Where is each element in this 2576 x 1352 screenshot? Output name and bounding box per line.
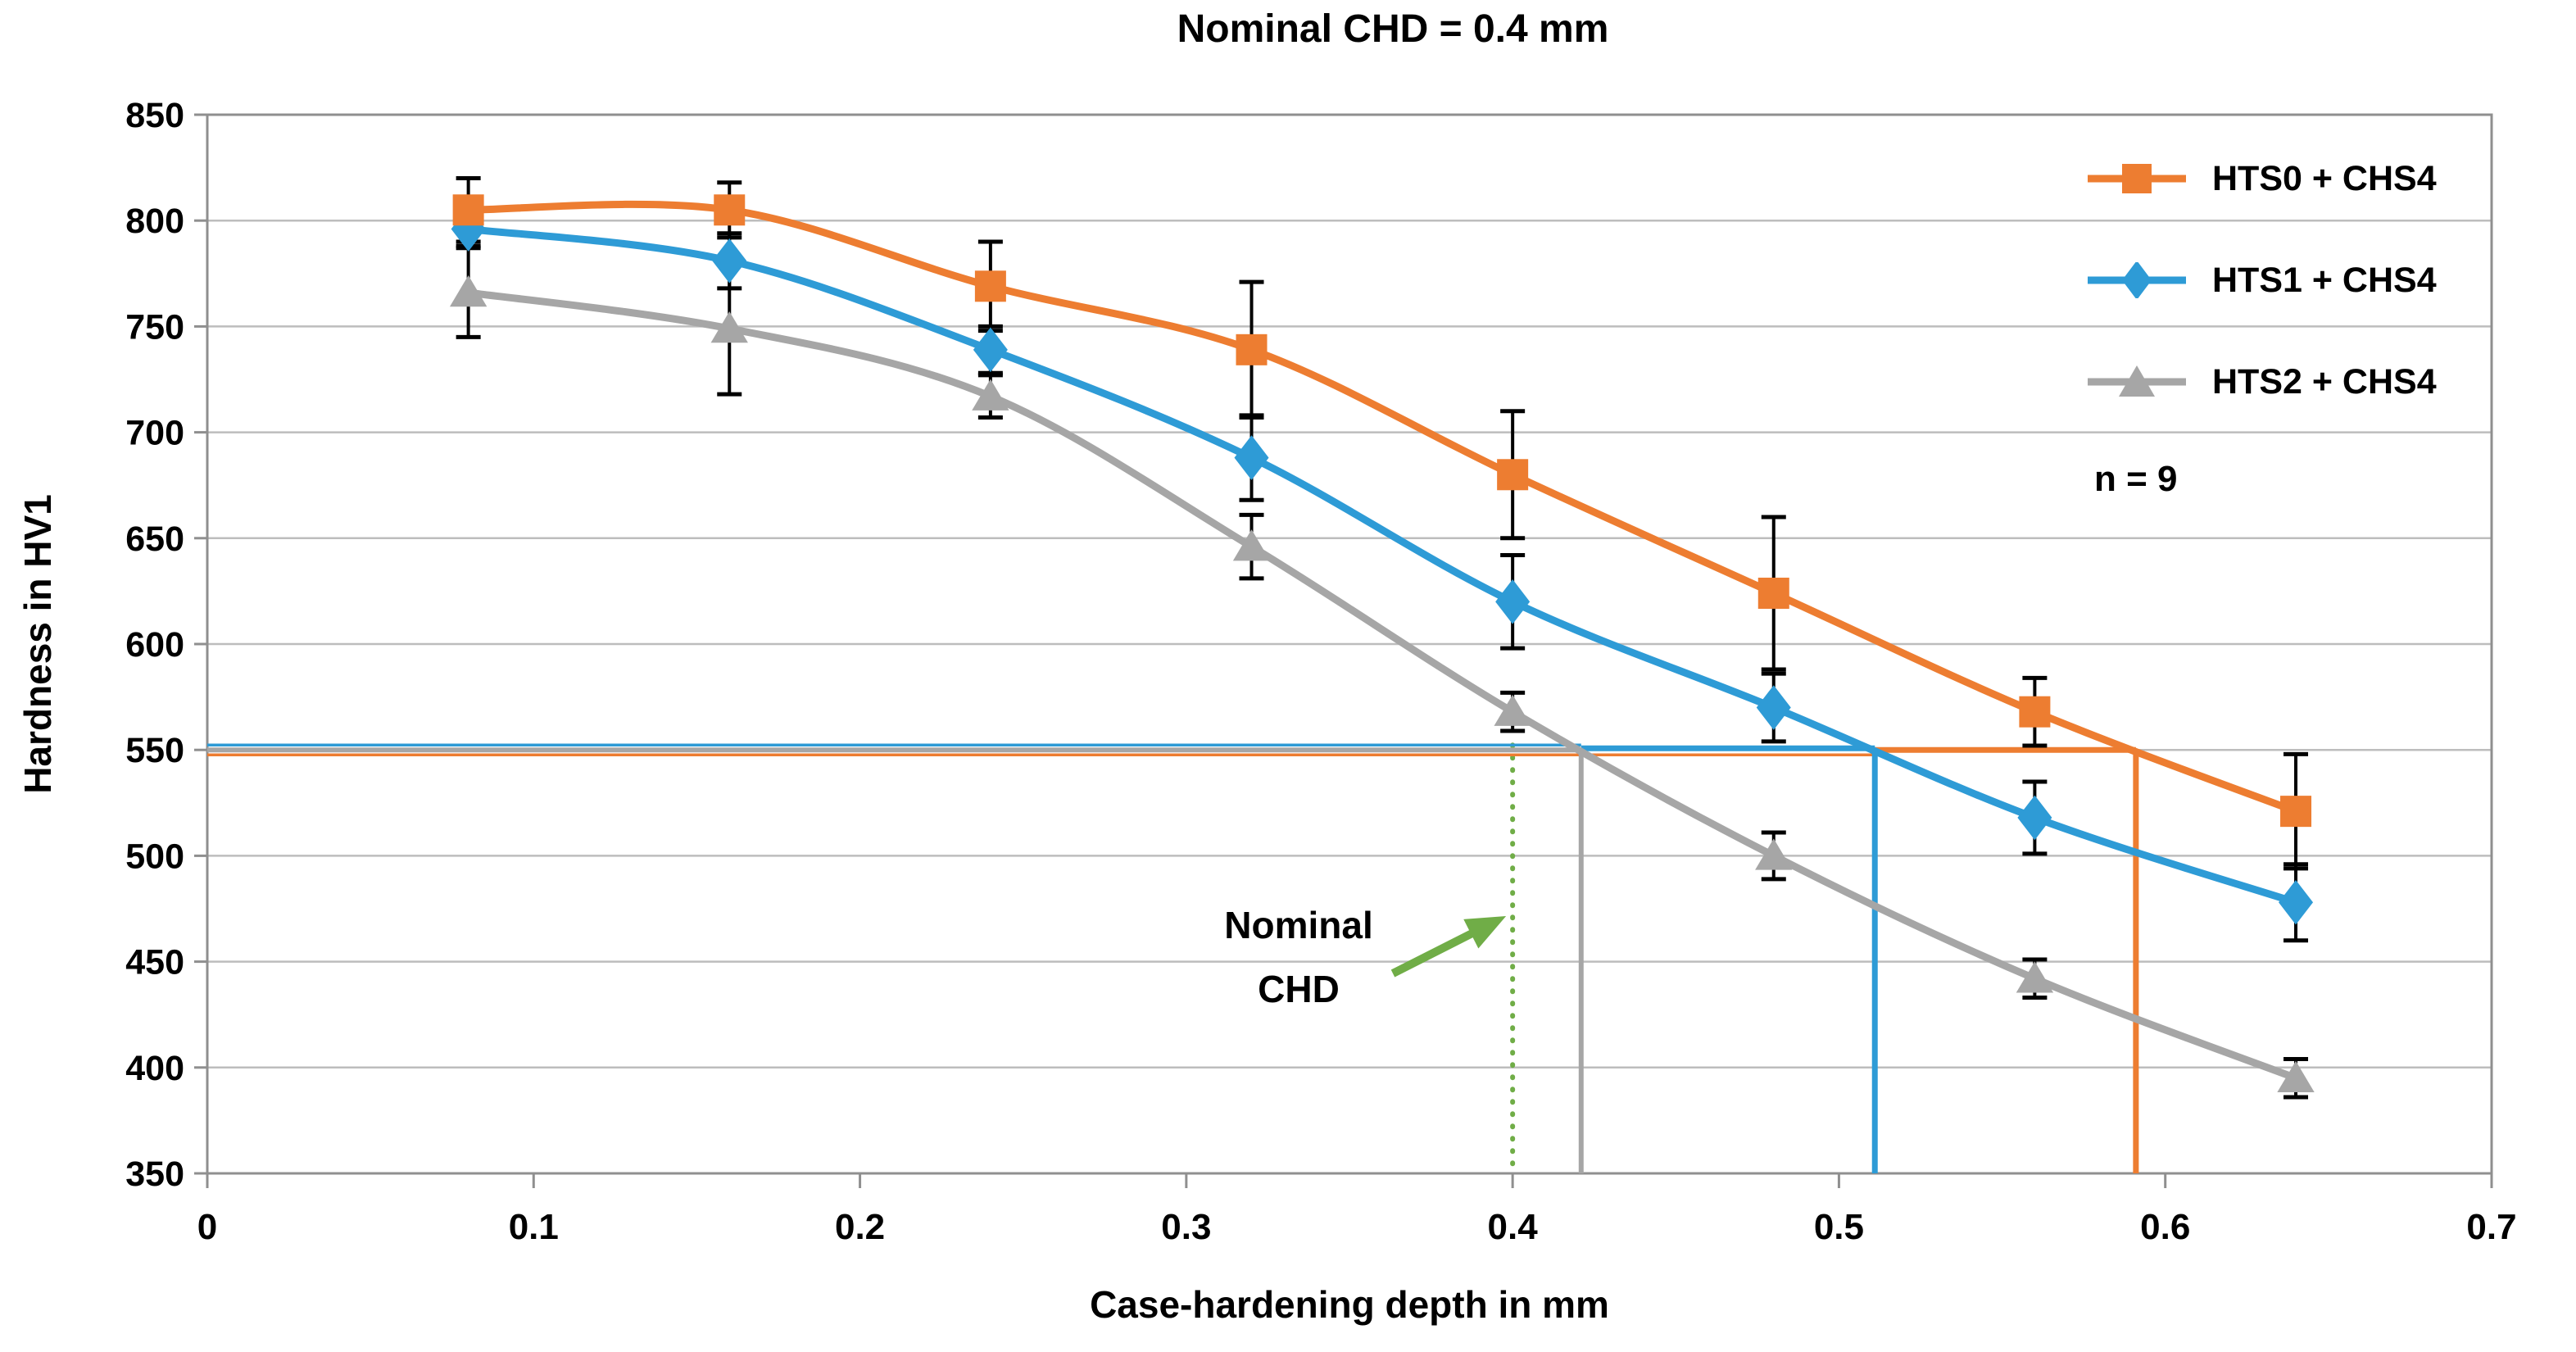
svg-text:0.5: 0.5 xyxy=(1814,1207,1864,1247)
legend-marker-square-icon xyxy=(2088,164,2186,193)
svg-text:750: 750 xyxy=(125,307,184,347)
svg-text:350: 350 xyxy=(125,1155,184,1194)
legend-marker-triangle-icon xyxy=(2088,365,2186,397)
legend-label: HTS0 + CHS4 xyxy=(2212,158,2437,198)
chart-title: Nominal CHD = 0.4 mm xyxy=(1177,7,1609,51)
error-bars xyxy=(456,176,2309,1100)
svg-text:0.2: 0.2 xyxy=(835,1207,885,1247)
svg-text:0: 0 xyxy=(197,1207,217,1247)
series-line-hts2-chs4 xyxy=(465,288,2300,1082)
legend-label: HTS2 + CHS4 xyxy=(2212,361,2437,402)
legend: HTS0 + CHS4 HTS1 + CHS4 HTS2 + CHS4 xyxy=(2088,158,2437,465)
svg-text:400: 400 xyxy=(125,1049,184,1088)
legend-label: HTS1 + CHS4 xyxy=(2212,260,2437,300)
svg-text:0.1: 0.1 xyxy=(509,1207,559,1247)
hardness-limit-reference-lines xyxy=(207,743,2139,1173)
nominal-chd-arrow-icon xyxy=(1390,916,1507,978)
svg-text:850: 850 xyxy=(125,96,184,135)
svg-text:700: 700 xyxy=(125,414,184,453)
y-tick-labels: 350 400 450 500 550 600 650 700 750 800 850 xyxy=(125,96,184,1194)
svg-text:0.3: 0.3 xyxy=(1161,1207,1211,1247)
svg-text:450: 450 xyxy=(125,943,184,982)
series-markers-hts2-chs4 xyxy=(449,275,2315,1092)
sample-size-label: n = 9 xyxy=(2094,459,2178,499)
svg-text:0.4: 0.4 xyxy=(1488,1207,1539,1247)
svg-text:0.6: 0.6 xyxy=(2140,1207,2190,1247)
nominal-chd-annotation: Nominal CHD xyxy=(1224,893,1372,1021)
series-line-hts1-chs4 xyxy=(465,225,2300,906)
svg-text:550: 550 xyxy=(125,731,184,770)
legend-item-hts0: HTS0 + CHS4 xyxy=(2088,158,2437,198)
legend-item-hts1: HTS1 + CHS4 xyxy=(2088,260,2437,300)
x-axis-title: Case-hardening depth in mm xyxy=(1090,1283,1609,1326)
legend-marker-diamond-icon xyxy=(2088,262,2186,298)
svg-text:800: 800 xyxy=(125,202,184,241)
svg-text:650: 650 xyxy=(125,519,184,559)
series-markers-hts1-chs4 xyxy=(451,206,2314,925)
series-line-hts0-chs4 xyxy=(465,200,2300,815)
nominal-chd-annotation-line2: CHD xyxy=(1258,968,1340,1010)
tick-marks xyxy=(194,113,2493,1188)
y-axis-title: Hardness in HV1 xyxy=(16,494,59,794)
x-tick-labels: 0 0.1 0.2 0.3 0.4 0.5 0.6 0.7 xyxy=(197,1207,2517,1247)
svg-text:500: 500 xyxy=(125,837,184,876)
svg-text:600: 600 xyxy=(125,625,184,665)
legend-item-hts2: HTS2 + CHS4 xyxy=(2088,361,2437,402)
series-markers-hts0-chs4 xyxy=(452,194,2312,828)
nominal-chd-annotation-line1: Nominal xyxy=(1224,904,1373,946)
svg-text:0.7: 0.7 xyxy=(2466,1207,2516,1247)
